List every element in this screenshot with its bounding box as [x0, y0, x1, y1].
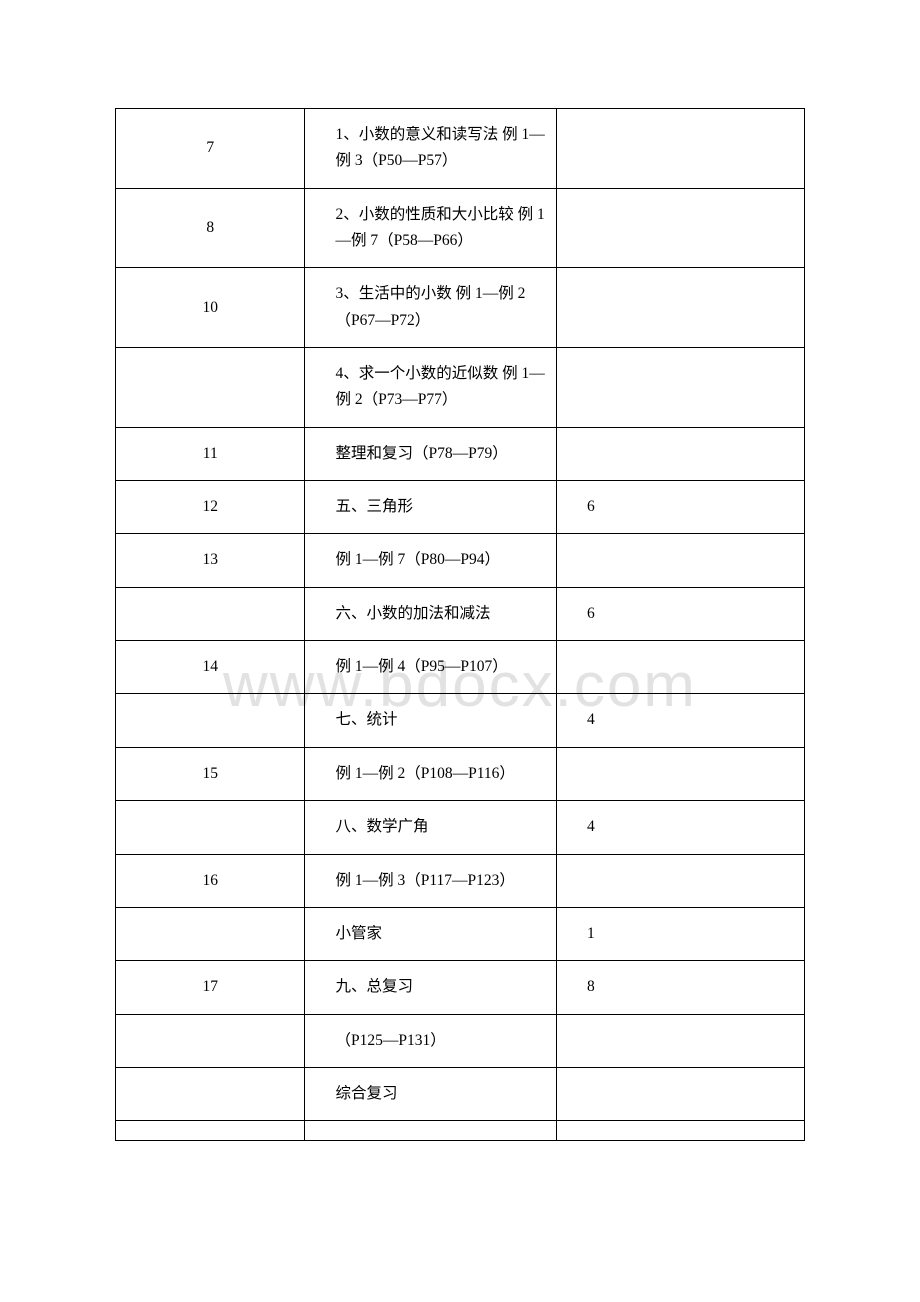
content-cell: 3、生活中的小数 例 1—例 2（P67—P72）: [305, 268, 556, 348]
hours-cell: 1: [556, 907, 804, 960]
week-cell: [116, 587, 305, 640]
week-cell: 13: [116, 534, 305, 587]
week-cell: [116, 348, 305, 428]
week-cell: [116, 1121, 305, 1141]
hours-cell: [556, 1067, 804, 1120]
content-cell: 整理和复习（P78—P79）: [305, 427, 556, 480]
hours-cell: 4: [556, 801, 804, 854]
hours-cell: [556, 1014, 804, 1067]
hours-cell: [556, 188, 804, 268]
content-cell: 1、小数的意义和读写法 例 1—例 3（P50—P57）: [305, 109, 556, 189]
table-row: 15例 1—例 2（P108—P116）: [116, 747, 805, 800]
table-row: 11整理和复习（P78—P79）: [116, 427, 805, 480]
schedule-table: 71、小数的意义和读写法 例 1—例 3（P50—P57）82、小数的性质和大小…: [115, 108, 805, 1141]
hours-cell: [556, 534, 804, 587]
content-cell: 例 1—例 4（P95—P107）: [305, 641, 556, 694]
schedule-table-container: 71、小数的意义和读写法 例 1—例 3（P50—P57）82、小数的性质和大小…: [115, 108, 805, 1141]
content-cell: （P125—P131）: [305, 1014, 556, 1067]
week-cell: 14: [116, 641, 305, 694]
week-cell: [116, 1067, 305, 1120]
content-cell: 小管家: [305, 907, 556, 960]
week-cell: 7: [116, 109, 305, 189]
week-cell: 8: [116, 188, 305, 268]
content-cell: 例 1—例 2（P108—P116）: [305, 747, 556, 800]
hours-cell: [556, 747, 804, 800]
content-cell: 八、数学广角: [305, 801, 556, 854]
table-row: 12五、三角形6: [116, 481, 805, 534]
week-cell: 16: [116, 854, 305, 907]
table-row: 103、生活中的小数 例 1—例 2（P67—P72）: [116, 268, 805, 348]
table-row: 71、小数的意义和读写法 例 1—例 3（P50—P57）: [116, 109, 805, 189]
hours-cell: [556, 854, 804, 907]
hours-cell: [556, 641, 804, 694]
hours-cell: [556, 1121, 804, 1141]
content-cell: 例 1—例 7（P80—P94）: [305, 534, 556, 587]
table-row: 七、统计4: [116, 694, 805, 747]
hours-cell: [556, 427, 804, 480]
table-row: 六、小数的加法和减法6: [116, 587, 805, 640]
table-row: 4、求一个小数的近似数 例 1—例 2（P73—P77）: [116, 348, 805, 428]
content-cell: 2、小数的性质和大小比较 例 1—例 7（P58—P66）: [305, 188, 556, 268]
table-row: [116, 1121, 805, 1141]
hours-cell: 6: [556, 481, 804, 534]
table-row: 八、数学广角4: [116, 801, 805, 854]
week-cell: 15: [116, 747, 305, 800]
content-cell: 七、统计: [305, 694, 556, 747]
week-cell: 10: [116, 268, 305, 348]
hours-cell: 4: [556, 694, 804, 747]
table-row: 17九、总复习8: [116, 961, 805, 1014]
content-cell: 4、求一个小数的近似数 例 1—例 2（P73—P77）: [305, 348, 556, 428]
hours-cell: [556, 268, 804, 348]
content-cell: 九、总复习: [305, 961, 556, 1014]
content-cell: 五、三角形: [305, 481, 556, 534]
week-cell: [116, 907, 305, 960]
hours-cell: 8: [556, 961, 804, 1014]
content-cell: 综合复习: [305, 1067, 556, 1120]
week-cell: 17: [116, 961, 305, 1014]
table-row: 小管家1: [116, 907, 805, 960]
table-row: 16例 1—例 3（P117—P123）: [116, 854, 805, 907]
content-cell: 例 1—例 3（P117—P123）: [305, 854, 556, 907]
week-cell: [116, 1014, 305, 1067]
hours-cell: [556, 348, 804, 428]
table-row: 13例 1—例 7（P80—P94）: [116, 534, 805, 587]
table-row: （P125—P131）: [116, 1014, 805, 1067]
hours-cell: 6: [556, 587, 804, 640]
hours-cell: [556, 109, 804, 189]
week-cell: 11: [116, 427, 305, 480]
table-row: 综合复习: [116, 1067, 805, 1120]
content-cell: 六、小数的加法和减法: [305, 587, 556, 640]
week-cell: [116, 801, 305, 854]
content-cell: [305, 1121, 556, 1141]
table-row: 14例 1—例 4（P95—P107）: [116, 641, 805, 694]
week-cell: 12: [116, 481, 305, 534]
week-cell: [116, 694, 305, 747]
table-row: 82、小数的性质和大小比较 例 1—例 7（P58—P66）: [116, 188, 805, 268]
